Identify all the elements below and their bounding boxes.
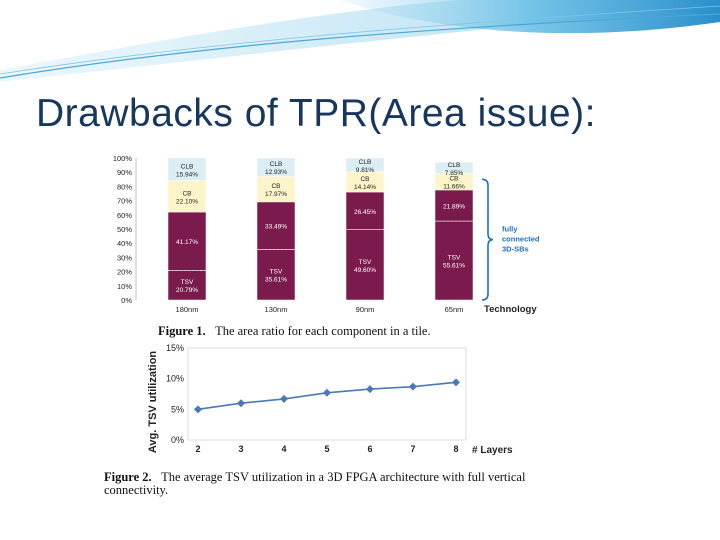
bar-segment xyxy=(434,161,474,174)
series-name-label: CB xyxy=(449,176,458,183)
y-tick-label: 60% xyxy=(117,211,132,220)
bar-segment xyxy=(256,201,296,250)
x-tick-label: 4 xyxy=(281,444,286,454)
y-tick-label: 10% xyxy=(117,282,132,291)
series-name-label: CB xyxy=(360,176,369,183)
tsv-utilization-line-chart: 0% 5% 10% 15% 2 3 4 5 6 7 8 # Layers Avg. TSV utiliz… xyxy=(147,343,513,456)
x-tick-label: 2 xyxy=(195,444,200,454)
series-name-label: CLB xyxy=(359,159,372,166)
area-ratio-stacked-bar-chart: 0%10%20%30%40%50%60%70%80%90%100% TSV20.… xyxy=(113,154,540,315)
y-tick-label: 0% xyxy=(171,435,184,445)
series-name-label: CB xyxy=(271,183,280,190)
series-name-label: TSV xyxy=(359,259,372,266)
data-label: 11.66% xyxy=(443,184,465,191)
axis-labels: 0% 5% 10% 15% 2 3 4 5 6 7 8 # Layers Avg. TSV utiliz… xyxy=(147,343,513,456)
figure1-caption-text: The area ratio for each component in a t… xyxy=(215,324,431,338)
data-label: 41.17% xyxy=(176,239,198,246)
data-label: 33.49% xyxy=(265,224,287,231)
slide-title: Drawbacks of TPR(Area issue): xyxy=(36,92,596,135)
data-label: 7.85% xyxy=(445,170,464,177)
data-point-marker xyxy=(323,388,331,397)
annotation-label: fully xyxy=(502,225,518,234)
y-tick-label: 80% xyxy=(117,182,132,191)
x-tick-label: 65nm xyxy=(445,305,464,314)
bar-segment xyxy=(256,176,296,203)
series-name-label: TSV xyxy=(270,269,283,276)
data-label: 12.93% xyxy=(265,169,287,176)
series-name-label: CLB xyxy=(448,162,461,169)
y-tick-label: 0% xyxy=(121,296,132,305)
y-axis: 0% 10% 20% 30% 40% 50% 60% 70% 80% 90% 100% xyxy=(113,154,137,305)
series-name-label: TSV xyxy=(181,279,194,286)
y-axis-label: Avg. TSV utilization xyxy=(147,351,159,454)
annotation-label: connected xyxy=(502,235,540,244)
figure1-caption: Figure 1. The area ratio for each compon… xyxy=(158,324,431,339)
x-axis-label: Technology xyxy=(484,304,537,315)
data-point-marker xyxy=(366,385,374,394)
bar-segment xyxy=(167,270,207,301)
data-label: 15.94% xyxy=(176,171,198,178)
data-label: 26.45% xyxy=(354,209,376,216)
data-points xyxy=(194,378,460,414)
annotation-label: 3D-SBs xyxy=(502,245,529,254)
figure2-caption-text: The average TSV utilization in a 3D FPGA… xyxy=(104,470,526,497)
data-label: 22.10% xyxy=(176,198,198,205)
y-tick-label: 50% xyxy=(117,225,132,234)
data-label: 17.97% xyxy=(265,191,287,198)
series-name-label: CLB xyxy=(181,163,194,170)
data-point-marker xyxy=(237,399,245,408)
figure1-caption-label: Figure 1. xyxy=(158,324,206,338)
figure2-caption-label: Figure 2. xyxy=(104,470,152,484)
series-name-label: TSV xyxy=(448,255,461,262)
x-tick-label: 3 xyxy=(238,444,243,454)
y-tick-label: 70% xyxy=(117,197,132,206)
bars xyxy=(167,157,474,301)
data-label: 21.89% xyxy=(443,203,465,210)
x-tick-label: 130nm xyxy=(265,305,288,314)
series-name-label: CLB xyxy=(270,161,283,168)
x-tick-label: 7 xyxy=(410,444,415,454)
x-tick-label: 180nm xyxy=(176,305,199,314)
x-tick-labels: 180nm 130nm 90nm 65nm Technology xyxy=(176,304,538,315)
bar-segment xyxy=(434,220,474,301)
data-label: 49.60% xyxy=(354,267,376,274)
figure2-caption: Figure 2. The average TSV utilization in… xyxy=(104,471,574,497)
segment-labels: TSV20.79%41.17%CB22.10%CLB15.94%TSV35.61… xyxy=(176,159,465,294)
bar-segment xyxy=(434,189,474,222)
y-tick-label: 90% xyxy=(117,168,132,177)
data-point-marker xyxy=(194,405,202,414)
bar-segment xyxy=(345,157,385,173)
bar-segment xyxy=(256,157,296,177)
x-tick-label: 5 xyxy=(324,444,329,454)
header-swoosh-decoration xyxy=(0,0,720,82)
figure-panel: 0% 10% 20% 30% 40% 50% 60% 70% 80% 90% 100% TSV 20.… xyxy=(96,148,584,508)
bar-segment xyxy=(345,191,385,230)
data-label: 35.61% xyxy=(265,277,287,284)
data-label: 9.81% xyxy=(356,167,375,174)
brace-icon xyxy=(481,178,494,301)
x-tick-label: 8 xyxy=(453,444,458,454)
bar-segment xyxy=(167,157,207,181)
x-tick-label: 6 xyxy=(367,444,372,454)
data-label: 14.14% xyxy=(354,184,376,191)
y-tick-label: 15% xyxy=(166,343,184,353)
y-tick-label: 100% xyxy=(113,154,133,163)
data-point-marker xyxy=(452,378,460,387)
x-axis-label: # Layers xyxy=(472,445,513,456)
x-tick-label: 90nm xyxy=(356,305,375,314)
y-tick-label: 5% xyxy=(171,404,184,414)
data-label: 55.61% xyxy=(443,263,465,270)
y-tick-label: 30% xyxy=(117,253,132,262)
y-tick-label: 10% xyxy=(166,374,184,384)
bar-segment xyxy=(167,211,207,271)
bar-segment xyxy=(345,229,385,301)
series-name-label: CB xyxy=(182,190,191,197)
data-label: 20.79% xyxy=(176,287,198,294)
y-tick-label: 20% xyxy=(117,268,132,277)
bar-segment xyxy=(256,249,296,301)
data-point-marker xyxy=(280,394,288,403)
data-point-marker xyxy=(409,382,417,391)
y-tick-label: 40% xyxy=(117,239,132,248)
